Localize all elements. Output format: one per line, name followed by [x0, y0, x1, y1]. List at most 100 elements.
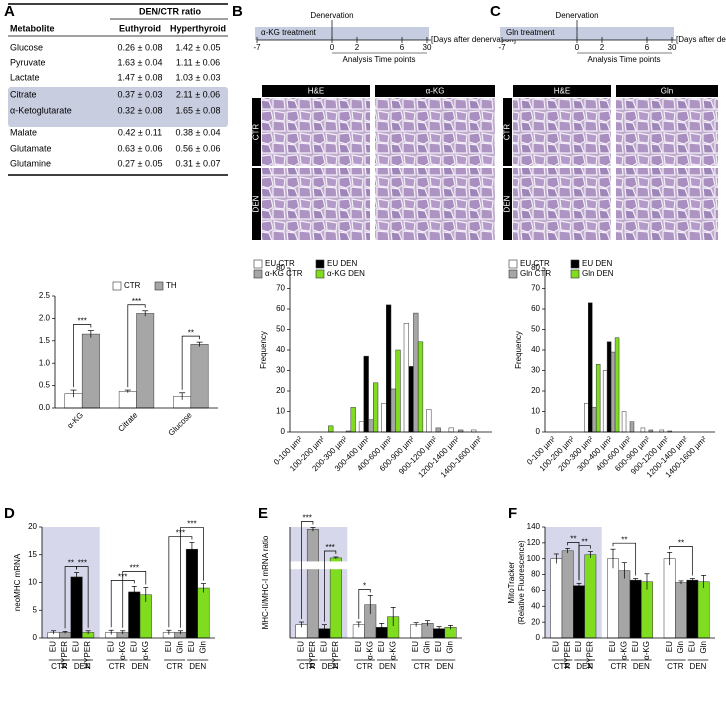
x-tick-label: α-KG: [388, 641, 397, 660]
x-tick-label: EU: [631, 641, 640, 652]
x-tick-label: Gln: [423, 641, 432, 653]
histology-image: [262, 98, 370, 166]
legend-swatch: [508, 269, 518, 279]
y-tick-label: 100: [527, 554, 541, 563]
significance-label: ***: [303, 514, 312, 523]
histology-image: [262, 168, 370, 240]
x-tick-label: EU: [377, 641, 386, 652]
table-cell: 0.63 ± 0.06: [118, 143, 163, 153]
significance-bracket: [76, 566, 89, 628]
table-cell: Pyruvate: [10, 57, 46, 67]
table-cell: 1.42 ± 0.05: [176, 42, 221, 52]
x-tick-label: HYPER: [83, 641, 92, 669]
table-cell: 1.11 ± 0.06: [176, 57, 220, 67]
y-tick-label: 140: [527, 522, 541, 531]
x-tick-label: Gln: [199, 641, 208, 653]
bar: [403, 323, 409, 433]
y-axis-title: (Relative Fluorescence): [517, 540, 526, 625]
time-tick-label: 30: [423, 43, 432, 52]
y-tick-label: 40: [531, 345, 540, 354]
x-tick-label: EU: [687, 641, 696, 652]
group-label: DEN: [576, 662, 593, 671]
bar: [417, 341, 424, 433]
significance-label: **: [678, 538, 684, 547]
y-tick-label: 40: [531, 601, 540, 610]
y-tick-label: 0.0: [39, 403, 51, 412]
y-axis-title: MitoTracker: [507, 561, 516, 603]
image-header-label: H&E: [308, 87, 324, 96]
bar: [588, 302, 593, 433]
table-cell: 0.26 ± 0.08: [118, 42, 163, 52]
image-header: [513, 85, 611, 97]
y-tick-label: 0: [281, 427, 286, 436]
y-tick-label: 70: [531, 284, 540, 293]
table-cell: Glucose: [10, 42, 43, 52]
group-label: DEN: [132, 662, 149, 671]
y-tick-label: 20: [531, 386, 540, 395]
legend-swatch: [253, 259, 263, 269]
x-tick-label: Gln: [699, 641, 708, 653]
time-tick-label: 6: [645, 43, 650, 52]
y-axis-title: MHC-II/MHC-I mRNA ratio: [261, 535, 270, 629]
significance-label: ***: [187, 520, 196, 529]
significance-label: *: [363, 581, 366, 590]
table-cell: Glutamate: [10, 143, 52, 153]
histology-image: [375, 98, 495, 166]
event-label: Denervation: [555, 11, 598, 20]
bar: [350, 407, 356, 433]
x-tick-label: EU: [187, 641, 196, 652]
row-label: CTR: [252, 124, 261, 141]
time-tick-label: 0: [575, 43, 580, 52]
bar: [686, 579, 699, 639]
bar: [629, 421, 635, 433]
significance-bracket: [578, 545, 591, 581]
x-tick-label: 1400-1600 µm²: [439, 434, 484, 479]
y-tick-label: 0: [536, 633, 541, 642]
table-cell: 0.27 ± 0.05: [118, 158, 163, 168]
bar: [368, 419, 374, 433]
significance-label: **: [68, 559, 74, 568]
row-label: CTR: [503, 124, 512, 141]
histology-image: [616, 168, 718, 240]
y-tick-label: 40: [276, 345, 285, 354]
event-label: Denervation: [310, 11, 353, 20]
table-cell: 0.31 ± 0.07: [176, 158, 221, 168]
significance-bracket: [73, 324, 92, 388]
group-label: DEN: [189, 662, 206, 671]
treatment-bar: [255, 27, 429, 40]
significance-bracket: [122, 571, 147, 628]
histology-image: [375, 168, 495, 240]
y-axis-title: Frequency: [259, 331, 268, 369]
significance-bracket: [181, 335, 200, 390]
x-tick-label: EU: [320, 641, 329, 652]
legend-label: α-KG DEN: [327, 269, 365, 278]
bar: [606, 341, 612, 433]
x-tick-label: Citrate: [116, 410, 139, 433]
bar: [573, 585, 585, 639]
table-column-header: Metabolite: [10, 23, 55, 33]
y-tick-label: 2.5: [39, 291, 51, 300]
significance-label: **: [570, 535, 576, 544]
analysis-label: Analysis Time points: [588, 55, 661, 64]
y-tick-label: 1.5: [39, 336, 51, 345]
y-tick-label: 70: [276, 284, 285, 293]
x-tick-label: EU: [129, 641, 138, 652]
legend-swatch: [315, 259, 325, 269]
y-tick-label: 0: [33, 633, 38, 642]
y-tick-label: 20: [276, 386, 285, 395]
bar: [386, 304, 392, 433]
row-strip: [252, 168, 261, 240]
bar: [426, 409, 432, 433]
y-tick-label: 50: [276, 325, 285, 334]
group-label: CTR: [554, 662, 571, 671]
x-tick-label: α-KG: [141, 641, 150, 660]
y-tick-label: 10: [28, 578, 37, 587]
bar: [435, 427, 441, 433]
x-tick-label: α-KG: [642, 641, 651, 660]
significance-bracket: [301, 521, 314, 620]
bar: [408, 366, 414, 433]
x-tick-label: EU: [106, 641, 115, 652]
row-label: DEN: [252, 195, 261, 212]
bar: [602, 370, 608, 433]
y-tick-label: 20: [531, 617, 540, 626]
